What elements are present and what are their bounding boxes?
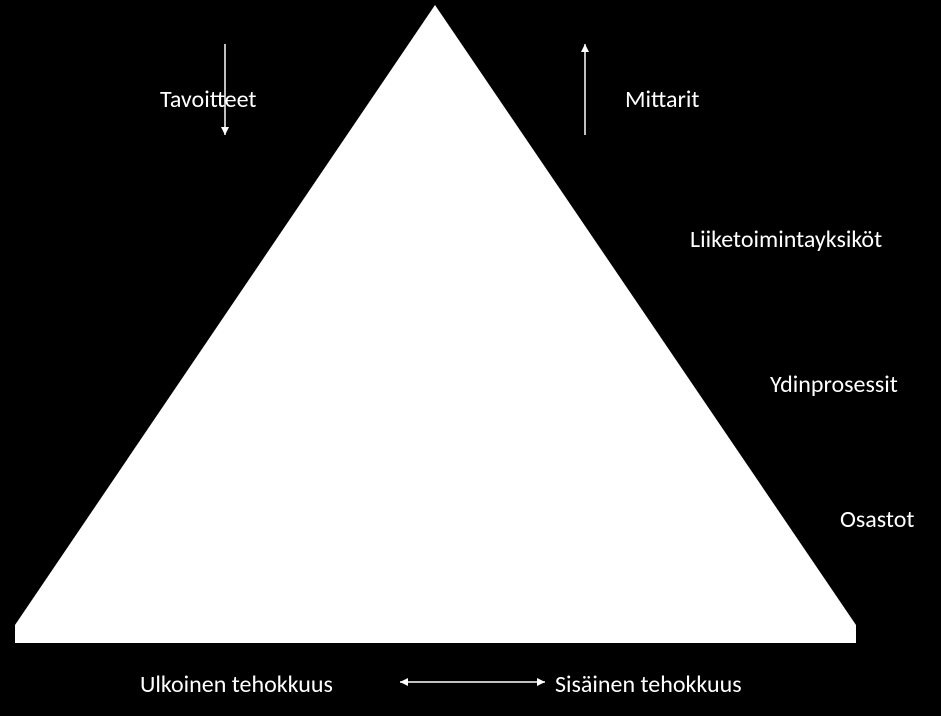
label-sisainen-tehokkuus: Sisäinen tehokkuus xyxy=(555,670,742,699)
label-tavoitteet: Tavoitteet xyxy=(160,85,256,114)
label-osastot: Osastot xyxy=(840,505,914,534)
label-mittarit: Mittarit xyxy=(625,85,699,114)
diagram-container: Tavoitteet Mittarit Liiketoimintayksiköt… xyxy=(0,0,941,716)
arrow-double-bottom xyxy=(0,0,941,716)
label-ydinprosessit: Ydinprosessit xyxy=(770,370,898,399)
label-ulkoinen-tehokkuus: Ulkoinen tehokkuus xyxy=(140,670,333,699)
label-liiketoimintayksikot: Liiketoimintayksiköt xyxy=(690,225,882,254)
